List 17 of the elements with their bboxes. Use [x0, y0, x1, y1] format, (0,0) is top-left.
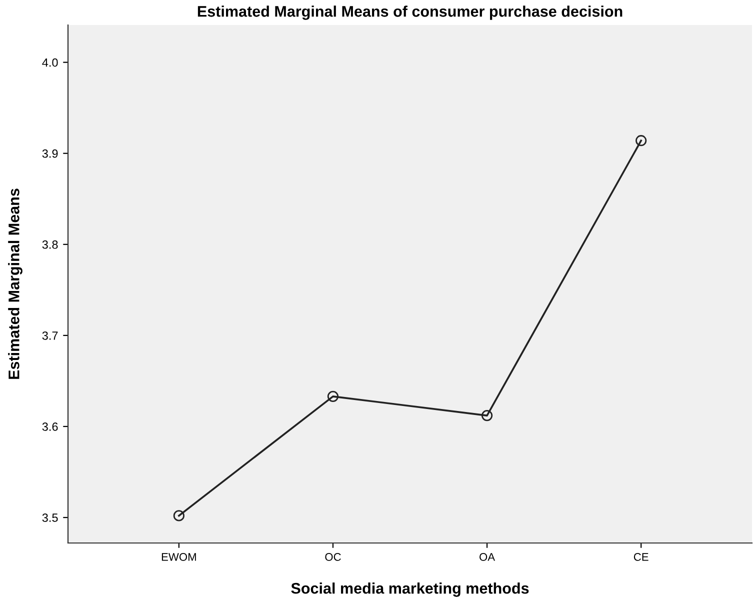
point: [327, 390, 339, 402]
y-tick-label: 3.9: [42, 149, 58, 158]
x-axis-title: Social media marketing methods: [291, 582, 529, 597]
point: [636, 135, 647, 146]
y-tick-label: 3.8: [42, 240, 58, 249]
y-tick-label: 3.5: [42, 514, 58, 522]
chart-title: Estimated Marginal Means of consumer purchase decision: [198, 6, 622, 20]
y-tick-label: 4.0: [42, 58, 58, 67]
point: [173, 510, 184, 522]
x-tick-label: CE: [634, 553, 648, 561]
x-tick-label: OA: [480, 553, 496, 561]
x-tick-label: OC: [325, 553, 341, 561]
y-tick-label: 3.6: [42, 422, 58, 431]
point: [481, 410, 493, 422]
x-tick-label: EWOM: [162, 553, 196, 561]
y-tick-label: 3.7: [42, 331, 58, 340]
y-axis-title: Estimated Marginal Means: [8, 188, 22, 379]
